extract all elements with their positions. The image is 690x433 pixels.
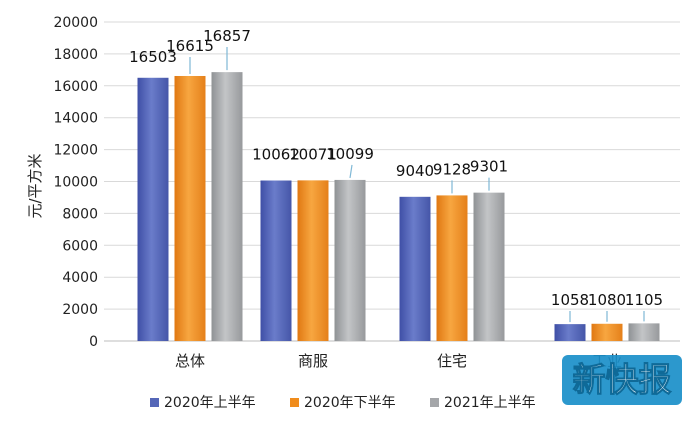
data-label: 10062	[252, 146, 300, 164]
y-tick-label: 2000	[62, 302, 98, 318]
data-label: 1105	[625, 291, 663, 309]
y-tick-label: 14000	[53, 111, 98, 127]
data-label: 9040	[396, 162, 434, 180]
y-axis-title: 元/平方米	[26, 153, 44, 218]
y-tick-label: 8000	[62, 206, 98, 222]
legend-item: 2020年上半年	[150, 395, 256, 411]
legend-label: 2021年上半年	[444, 395, 536, 411]
watermark-background	[562, 355, 682, 405]
bar	[297, 180, 329, 341]
y-axis-tick-labels: 0 2000 4000 6000 8000 10000 12000 14000 16000 180…	[53, 15, 98, 350]
data-label-leaders	[189, 47, 645, 323]
legend-label: 2020年下半年	[304, 395, 396, 411]
x-category-label: 商服	[298, 352, 328, 370]
data-label: 16857	[203, 27, 251, 45]
data-label: 16503	[129, 48, 177, 66]
watermark-logo: 新快报	[562, 355, 682, 405]
x-axis-category-labels: 总体商服住宅工业	[175, 352, 622, 370]
bar	[174, 75, 206, 341]
legend-label: 2020年上半年	[164, 395, 256, 411]
bar	[473, 192, 505, 341]
data-label: 1058	[551, 291, 589, 309]
bars	[137, 72, 660, 341]
data-label: 10099	[326, 145, 374, 163]
y-tick-label: 10000	[53, 175, 98, 191]
y-tick-label: 18000	[53, 47, 98, 63]
data-label: 10071	[289, 145, 337, 163]
legend-swatch	[430, 398, 439, 407]
y-tick-label: 12000	[53, 143, 98, 159]
x-category-label: 总体	[175, 352, 205, 370]
bar	[260, 180, 292, 341]
bar	[399, 196, 431, 341]
bar	[591, 323, 623, 341]
legend-item: 2021年上半年	[430, 395, 536, 411]
legend: 2020年上半年 2020年下半年 2021年上半年	[150, 395, 536, 411]
bar	[137, 77, 169, 341]
y-tick-label: 0	[89, 334, 98, 350]
bar	[554, 324, 586, 341]
x-category-label: 住宅	[437, 352, 467, 370]
legend-swatch	[150, 398, 159, 407]
y-tick-label: 20000	[53, 15, 98, 31]
bar	[334, 179, 366, 341]
legend-swatch	[290, 398, 299, 407]
bar	[211, 72, 243, 341]
data-label: 16615	[166, 37, 214, 55]
bar	[436, 195, 468, 341]
data-label: 9128	[433, 160, 471, 178]
watermark-text: 新快报	[573, 360, 672, 399]
data-label: 9301	[470, 158, 508, 176]
y-tick-label: 6000	[62, 238, 98, 254]
y-tick-label: 4000	[62, 270, 98, 286]
y-tick-label: 16000	[53, 79, 98, 95]
legend-item: 2020年下半年	[290, 395, 396, 411]
data-label: 1080	[588, 291, 626, 309]
bar	[628, 323, 660, 341]
leader-line	[349, 164, 353, 179]
